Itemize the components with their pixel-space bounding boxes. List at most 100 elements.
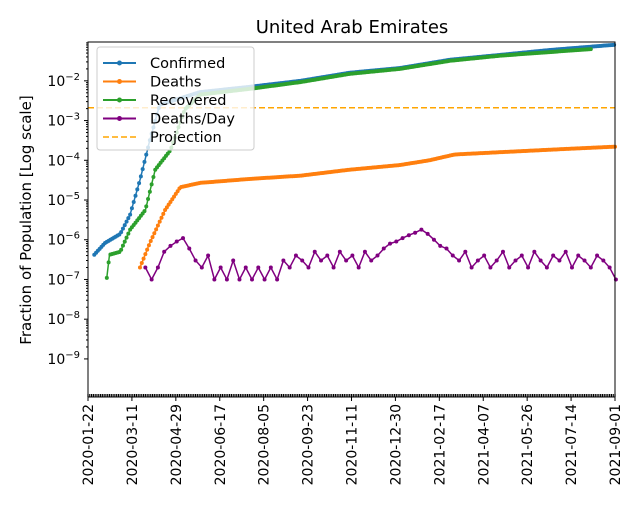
confirmed-point <box>142 159 147 164</box>
recovered-point <box>142 209 147 214</box>
deaths-line <box>139 145 615 268</box>
y-tick-label: 10−6 <box>47 231 80 249</box>
deaths-day-point <box>431 237 436 242</box>
confirmed-point <box>140 167 145 172</box>
recovered-point <box>146 197 151 202</box>
deaths-day-point <box>231 258 236 263</box>
recovered-point <box>149 182 154 187</box>
confirmed-point <box>138 174 143 179</box>
x-tick-label: 2021-09-01 <box>608 404 624 485</box>
deaths-day-point <box>262 277 267 282</box>
deaths-day-point <box>275 277 280 282</box>
deaths-day-point <box>362 249 367 254</box>
x-tick-label: 2020-06-17 <box>213 404 229 485</box>
deaths-day-point <box>388 241 393 246</box>
y-tick-label: 10−3 <box>47 112 80 130</box>
deaths-point <box>139 261 144 266</box>
deaths-day-point <box>199 265 204 270</box>
legend-marker-confirmed <box>117 60 122 66</box>
legend-marker-deaths <box>117 79 122 84</box>
recovered-point <box>122 239 127 244</box>
x-tick-label: 2020-03-11 <box>125 404 141 485</box>
recovered-point <box>119 247 124 252</box>
confirmed-point <box>129 206 134 211</box>
confirmed-point <box>120 226 125 231</box>
deaths-day-point <box>482 253 487 258</box>
deaths-day-point <box>538 258 543 263</box>
deaths-day-point <box>375 253 380 258</box>
deaths-day-point <box>438 243 443 248</box>
deaths-day-point <box>588 265 593 270</box>
confirmed-point <box>122 223 127 228</box>
deaths-day-point <box>551 253 556 258</box>
deaths-day-point <box>450 253 455 258</box>
deaths-day-point <box>544 265 549 270</box>
deaths-day-point <box>457 258 462 263</box>
confirmed-point <box>124 219 129 224</box>
deaths-day-point <box>168 243 173 248</box>
legend-marker-recovered <box>117 97 122 103</box>
deaths-day-point <box>237 277 242 282</box>
deaths-day-point <box>319 258 324 263</box>
deaths-point <box>148 239 153 244</box>
legend-label-projection: Projection <box>150 130 222 146</box>
y-tick-label: 10−9 <box>47 350 80 368</box>
deaths-day-point <box>193 258 198 263</box>
deaths-day-point <box>444 246 449 251</box>
x-tick-label: 2021-05-26 <box>520 404 536 485</box>
deaths-day-point <box>532 249 537 254</box>
deaths-day-point <box>287 265 292 270</box>
y-axis-label: Fraction of Population [Log scale] <box>17 95 35 344</box>
recovered-point <box>126 231 131 236</box>
deaths-day-point <box>582 258 587 263</box>
deaths-day-point <box>595 253 600 258</box>
deaths-day-point <box>293 253 298 258</box>
legend-label-deaths: Deaths <box>150 75 201 91</box>
deaths-day-point <box>563 249 568 254</box>
deaths-day-point <box>206 253 211 258</box>
recovered-point <box>124 235 129 240</box>
recovered-point <box>106 260 111 265</box>
deaths-point <box>157 219 162 224</box>
deaths-day-point <box>250 277 255 282</box>
deaths-day-point <box>256 265 261 270</box>
x-tick-label: 2020-08-05 <box>257 404 273 485</box>
recovered-point <box>120 243 125 248</box>
deaths-day-point <box>344 258 349 263</box>
confirmed-point <box>612 42 617 47</box>
deaths-day-point <box>181 236 186 241</box>
deaths-day-point <box>212 277 217 282</box>
deaths-day-point <box>224 277 229 282</box>
confirmed-point <box>133 193 138 198</box>
deaths-day-point <box>463 249 468 254</box>
deaths-point <box>145 247 150 252</box>
deaths-point <box>146 243 151 248</box>
deaths-day-point <box>174 239 179 244</box>
deaths-day-point <box>155 265 160 270</box>
deaths-point <box>143 252 148 257</box>
deaths-day-point <box>425 231 430 236</box>
deaths-day-point <box>218 265 223 270</box>
deaths-day-point <box>350 253 355 258</box>
legend-label-deaths-day: Deaths/Day <box>150 112 235 128</box>
deaths-day-point <box>419 227 424 232</box>
x-tick-label: 2021-07-14 <box>564 404 580 485</box>
legend-box <box>96 46 255 151</box>
recovered-point <box>147 189 152 194</box>
deaths-day-point <box>576 253 581 258</box>
x-tick-label: 2020-09-23 <box>301 404 317 485</box>
deaths-day-point <box>356 265 361 270</box>
deaths-point <box>154 227 159 232</box>
deaths-day-point <box>526 265 531 270</box>
deaths-day-point <box>469 265 474 270</box>
deaths-day-point <box>337 249 342 254</box>
deaths-point <box>141 256 146 261</box>
legend-marker-deaths-day <box>117 116 122 121</box>
deaths-day-point <box>519 253 524 258</box>
deaths-point <box>155 223 160 228</box>
confirmed-point <box>119 230 124 235</box>
deaths-day-point <box>149 277 154 282</box>
deaths-point <box>137 265 142 270</box>
recovered-point <box>151 175 156 180</box>
